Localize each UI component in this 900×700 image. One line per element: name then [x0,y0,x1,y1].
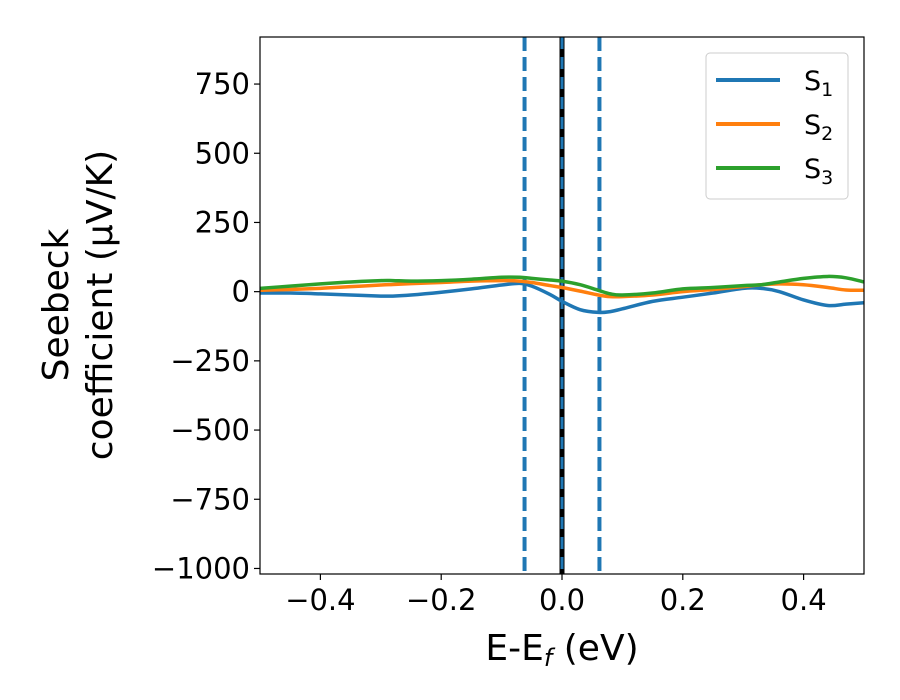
y-axis-title-line1: Seebeck [36,228,77,381]
y-tick-label: −1000 [152,551,250,585]
y-axis-title: Seebeck coefficient (μV/K) [36,150,121,460]
legend-label-S2: S2 [804,110,833,145]
series-lines [260,274,864,315]
y-tick-label: −250 [170,344,250,378]
x-tick-label: 0.0 [539,583,585,617]
legend-label-S3: S3 [804,154,833,189]
series-line-S3 [260,274,864,297]
x-tick-label: 0.4 [781,583,827,617]
y-tick-label: −500 [170,413,250,447]
legend-label-S1: S1 [804,66,833,101]
y-axis-title-line2: coefficient (μV/K) [80,150,121,460]
y-axis: 750 500 250 0 −250 −500 −750 −1000 [152,67,260,585]
series-line-S1 [260,281,864,315]
y-tick-label: 750 [195,67,250,101]
reference-lines [522,37,602,574]
x-tick-label: −0.4 [285,583,355,617]
y-tick-label: 500 [195,136,250,170]
y-tick-label: 0 [232,275,250,309]
x-axis-title: E-Ef (eV) [485,628,638,672]
x-axis: −0.4 −0.2 0.0 0.2 0.4 [285,574,827,617]
legend: S1 S2 S3 [705,52,849,200]
x-tick-label: −0.2 [406,583,476,617]
y-tick-label: −750 [170,482,250,516]
x-tick-label: 0.2 [660,583,706,617]
y-tick-label: 250 [195,205,250,239]
